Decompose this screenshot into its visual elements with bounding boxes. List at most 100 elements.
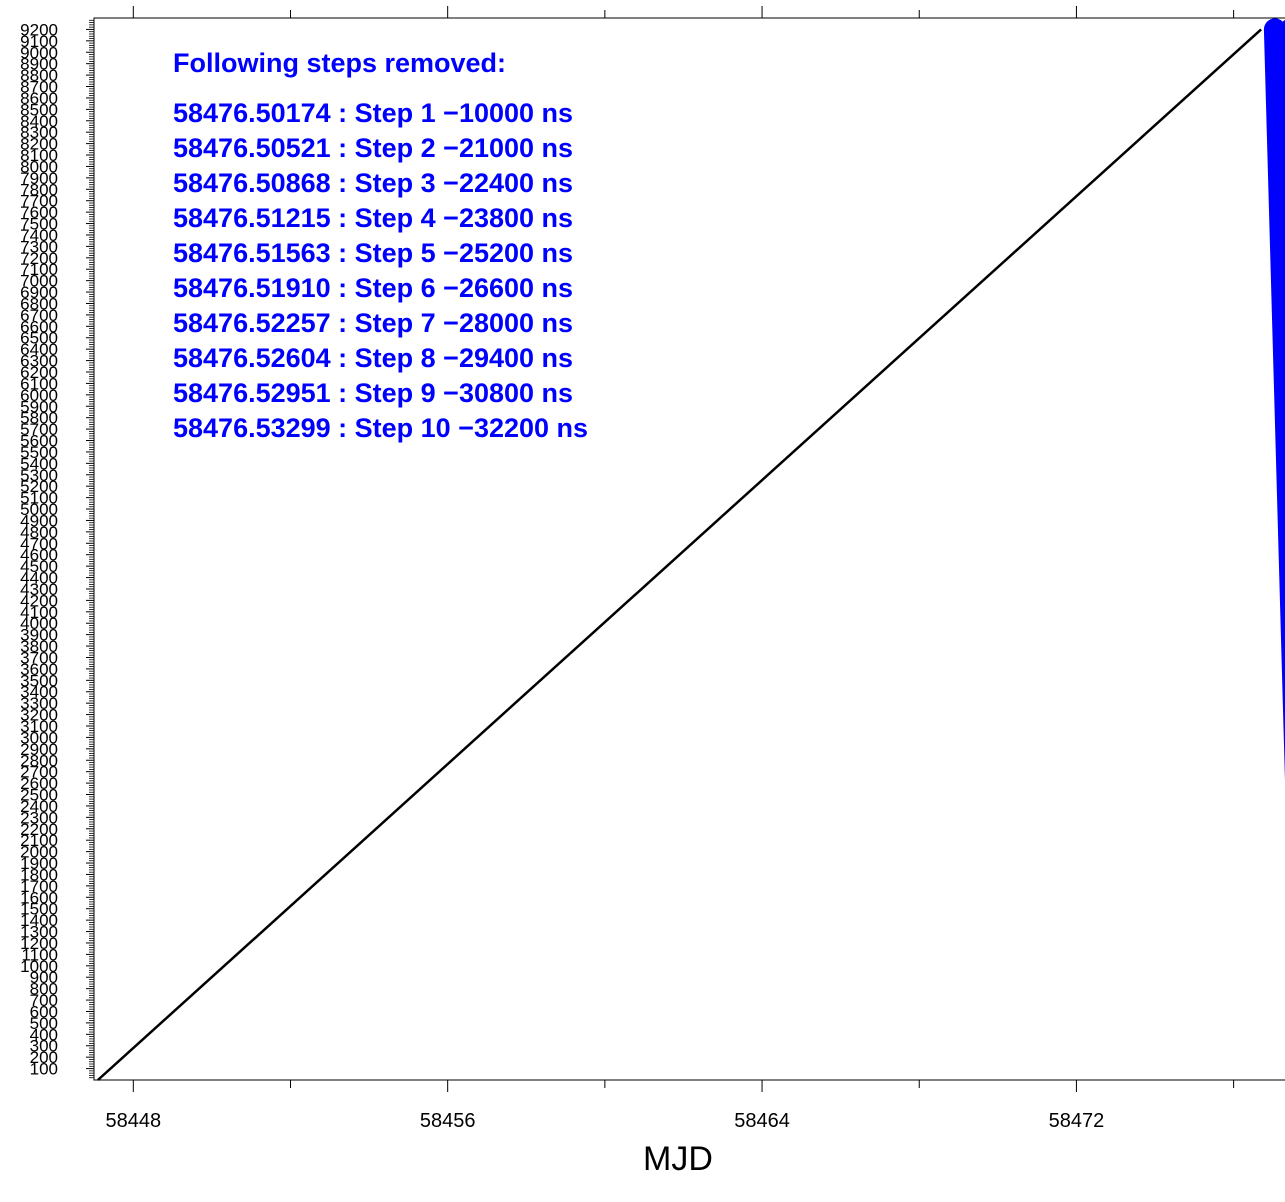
- y-tick-label: 2000: [20, 843, 58, 862]
- x-tick-label: 58472: [1049, 1110, 1105, 1132]
- y-tick-label: 300: [30, 1037, 58, 1056]
- legend-entry: 58476.50521 : Step 2 −21000 ns: [173, 133, 573, 163]
- y-tick-label: 3000: [20, 728, 58, 747]
- series-line-2: [1263, 18, 1285, 781]
- y-tick-label: 6900: [20, 283, 58, 302]
- legend-entry: 58476.52951 : Step 9 −30800 ns: [173, 378, 573, 408]
- y-tick-label: 1600: [20, 888, 58, 907]
- y-tick-label: 5100: [20, 489, 58, 508]
- y-tick-label: 700: [30, 991, 58, 1010]
- y-tick-label: 3200: [20, 706, 58, 725]
- y-tick-label: 4300: [20, 580, 58, 599]
- y-tick-label: 7700: [20, 192, 58, 211]
- y-tick-label: 4400: [20, 569, 58, 588]
- y-tick-label: 1900: [20, 854, 58, 873]
- y-tick-label: 2400: [20, 797, 58, 816]
- y-tick-label: 9100: [20, 32, 58, 51]
- y-tick-label: 6400: [20, 340, 58, 359]
- y-tick-label: 8300: [20, 123, 58, 142]
- y-tick-label: 4900: [20, 511, 58, 530]
- y-tick-label: 6100: [20, 374, 58, 393]
- legend-entry: 58476.51910 : Step 6 −26600 ns: [173, 273, 573, 303]
- y-tick-label: 6600: [20, 317, 58, 336]
- series-line-1: [97, 28, 1262, 1081]
- x-tick-label: 58464: [734, 1110, 790, 1132]
- y-tick-label: 7000: [20, 272, 58, 291]
- y-tick-label: 9000: [20, 43, 58, 62]
- y-tick-label: 6800: [20, 294, 58, 313]
- legend-entry: 58476.52257 : Step 7 −28000 ns: [173, 308, 573, 338]
- y-tick-label: 5000: [20, 500, 58, 519]
- y-tick-label: 8800: [20, 66, 58, 85]
- y-tick-label: 8400: [20, 112, 58, 131]
- y-tick-label: 3100: [20, 717, 58, 736]
- y-tick-label: 7900: [20, 169, 58, 188]
- y-tick-label: 5700: [20, 420, 58, 439]
- legend-entry: 58476.51563 : Step 5 −25200 ns: [173, 238, 573, 268]
- y-tick-label: 4600: [20, 546, 58, 565]
- y-tick-label: 200: [30, 1048, 58, 1067]
- y-tick-label: 4200: [20, 591, 58, 610]
- y-tick-label: 7300: [20, 237, 58, 256]
- y-tick-label: 2500: [20, 786, 58, 805]
- y-tick-label: 4700: [20, 534, 58, 553]
- x-tick-label: 58456: [420, 1110, 476, 1132]
- y-tick-label: 5200: [20, 477, 58, 496]
- y-tick-label: 500: [30, 1014, 58, 1033]
- y-tick-label: 6300: [20, 352, 58, 371]
- y-tick-label: 6500: [20, 329, 58, 348]
- y-tick-label: 2300: [20, 808, 58, 827]
- y-tick-label: 1100: [21, 945, 58, 964]
- y-tick-label: 3800: [20, 637, 58, 656]
- y-tick-label: 1000: [20, 957, 58, 976]
- y-tick-label: 5300: [20, 466, 58, 485]
- legend-entry: 58476.52604 : Step 8 −29400 ns: [173, 343, 573, 373]
- y-tick-label: 3900: [20, 626, 58, 645]
- legend-entry: 58476.50174 : Step 1 −10000 ns: [173, 98, 573, 128]
- series-lines: [97, 18, 1285, 1081]
- y-tick-label: 2200: [20, 820, 58, 839]
- y-tick-label: 8700: [20, 78, 58, 97]
- plot-frame: [93, 17, 1285, 1081]
- legend: Following steps removed: 58476.50174 : S…: [173, 48, 588, 443]
- y-tick-label: 6000: [20, 386, 58, 405]
- y-tick-label: 8600: [20, 89, 58, 108]
- y-tick-label: 2600: [20, 774, 58, 793]
- y-tick-label: 800: [30, 980, 58, 999]
- y-tick-label: 5400: [20, 454, 58, 473]
- legend-entry: 58476.50868 : Step 3 −22400 ns: [173, 168, 573, 198]
- y-tick-label: 7400: [20, 226, 58, 245]
- y-tick-label: 7800: [20, 180, 58, 199]
- y-tick-label: 600: [30, 1002, 58, 1021]
- y-tick-label: 1200: [20, 934, 58, 953]
- y-tick-label: 2800: [20, 751, 58, 770]
- y-tick-label: 6200: [20, 363, 58, 382]
- y-tick-label: 7100: [20, 260, 58, 279]
- x-axis-label: MJD: [643, 1140, 713, 1178]
- y-tick-label: 2900: [20, 740, 58, 759]
- y-tick-label: 3400: [20, 683, 58, 702]
- y-tick-label: 5900: [20, 397, 58, 416]
- legend-entry: 58476.53299 : Step 10 −32200 ns: [173, 413, 588, 443]
- y-tick-label: 3300: [20, 694, 58, 713]
- y-tick-label: 6700: [20, 306, 58, 325]
- axis-ticks: 58448 58456 58464 5847210020030040050060070…: [20, 6, 1235, 1132]
- y-tick-label: 7600: [20, 203, 58, 222]
- y-tick-label: 4800: [20, 523, 58, 542]
- y-tick-label: 400: [30, 1025, 58, 1044]
- y-tick-label: 100: [30, 1060, 58, 1079]
- y-tick-label: 8100: [20, 146, 58, 165]
- legend-entry: 58476.51215 : Step 4 −23800 ns: [173, 203, 573, 233]
- y-tick-label: 1500: [20, 900, 58, 919]
- y-tick-label: 1300: [20, 923, 58, 942]
- y-tick-label: 1700: [20, 877, 58, 896]
- y-tick-label: 7200: [20, 249, 58, 268]
- y-tick-label: 5800: [20, 409, 58, 428]
- y-tick-label: 4000: [20, 614, 58, 633]
- y-tick-label: 1800: [20, 865, 58, 884]
- y-tick-label: 5600: [20, 432, 58, 451]
- y-tick-label: 8900: [20, 55, 58, 74]
- y-tick-label: 9200: [20, 20, 58, 39]
- y-tick-label: 8000: [20, 157, 58, 176]
